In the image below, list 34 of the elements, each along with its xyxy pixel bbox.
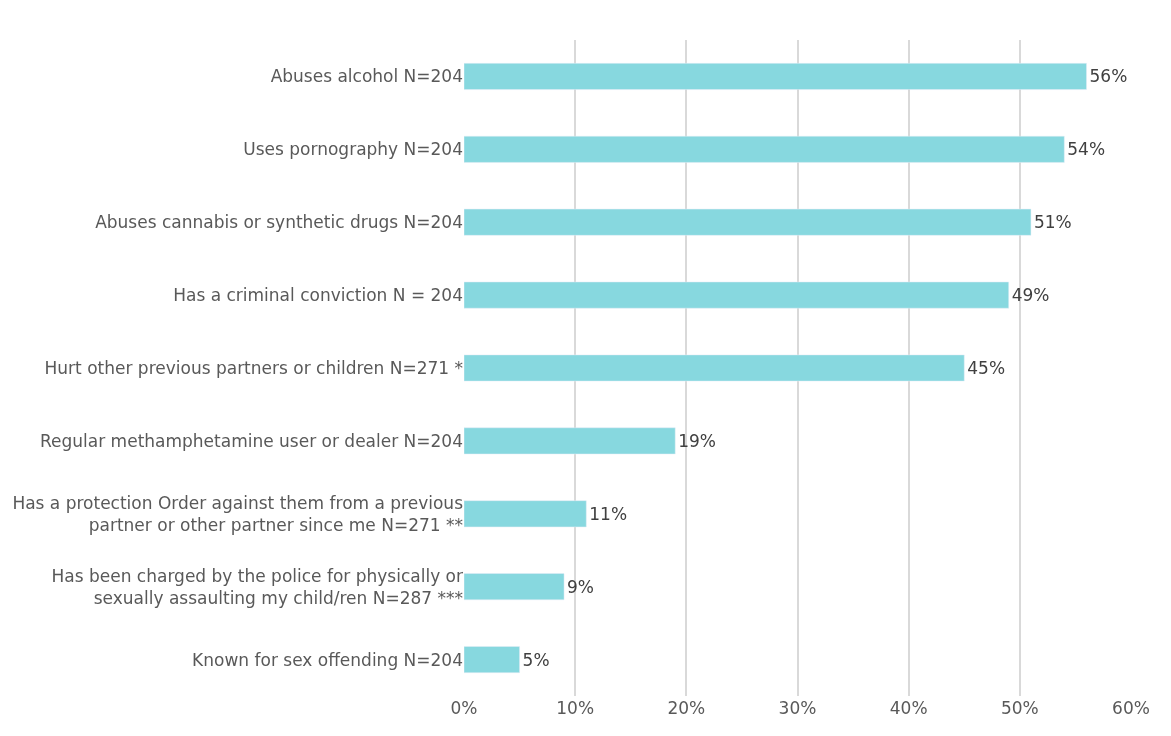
bar	[464, 427, 676, 455]
y-tick-label: Known for sex offending N=204	[192, 649, 463, 670]
x-tick-label: 0%	[450, 698, 478, 718]
x-tick-label: 30%	[778, 698, 817, 718]
data-label: 49%	[1011, 285, 1050, 306]
bar	[464, 63, 1087, 90]
y-tick-label: Has been charged by the police for physically or sexually assaulting my child/ren N=287 ***	[51, 565, 463, 608]
y-tick-label: Regular methamphetamine user or dealer N=204	[40, 430, 463, 451]
data-label: 11%	[589, 503, 628, 524]
bar	[464, 573, 565, 601]
bar	[464, 281, 1009, 309]
data-label: 5%	[522, 649, 550, 670]
y-tick-label: Has a criminal conviction N = 204	[173, 285, 463, 306]
bar	[464, 208, 1032, 236]
y-tick-label: Uses pornography N=204	[243, 139, 463, 160]
bar	[464, 354, 965, 382]
data-label: 51%	[1033, 212, 1072, 233]
bar	[464, 135, 1065, 163]
data-label: 45%	[967, 358, 1006, 378]
data-label: 56%	[1089, 66, 1128, 87]
x-tick-label: 40%	[889, 698, 928, 718]
x-tick-label: 50%	[1000, 698, 1039, 718]
bar	[464, 646, 520, 673]
y-tick-label: Abuses alcohol N=204	[270, 66, 463, 87]
x-tick-label: 60%	[1112, 698, 1150, 718]
y-tick-label: Has a protection Order against them from a previous partner or other partner since me N=271 **	[12, 492, 464, 535]
data-label: 19%	[678, 430, 717, 451]
data-label: 54%	[1067, 139, 1106, 160]
x-tick-label: 20%	[667, 698, 706, 718]
data-label: 9%	[567, 576, 595, 597]
bar	[464, 500, 587, 528]
y-tick-label: Abuses cannabis or synthetic drugs N=204	[95, 212, 463, 233]
y-tick-label: Hurt other previous partners or children N=271 *	[44, 357, 463, 378]
x-tick-label: 10%	[556, 698, 595, 718]
